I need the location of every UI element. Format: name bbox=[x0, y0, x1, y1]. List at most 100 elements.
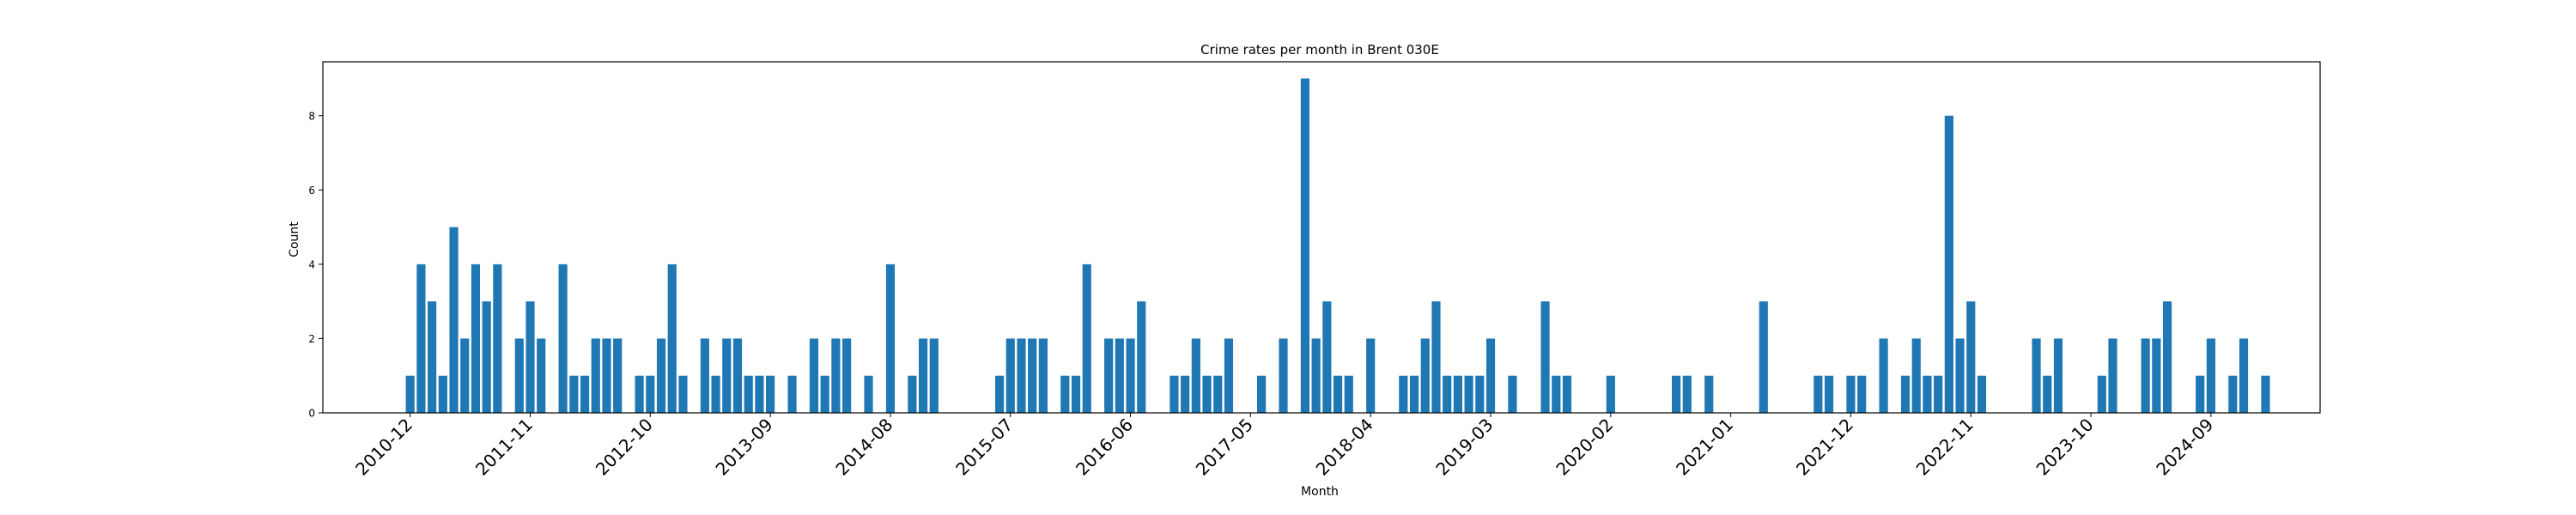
x-tick-label-2023-10: 2023-10 bbox=[2032, 415, 2098, 480]
x-tick-label-2014-08: 2014-08 bbox=[831, 415, 896, 480]
bar-2013-01 bbox=[678, 375, 688, 413]
bar-2018-08 bbox=[1409, 375, 1419, 413]
x-tick-label-2011-11: 2011-11 bbox=[471, 415, 537, 480]
x-tick-label-2018-04: 2018-04 bbox=[1312, 415, 1377, 480]
bar-2014-12 bbox=[929, 338, 939, 413]
x-tick-label-2015-07: 2015-07 bbox=[951, 415, 1017, 480]
bar-2011-12 bbox=[537, 338, 546, 413]
bar-2017-12 bbox=[1322, 301, 1332, 413]
bar-2015-06 bbox=[994, 375, 1005, 413]
bar-2019-02 bbox=[1475, 375, 1485, 413]
bar-2023-06 bbox=[2043, 375, 2052, 413]
bar-2022-06 bbox=[1911, 338, 1921, 413]
bar-2013-11 bbox=[787, 375, 797, 413]
bar-2013-08 bbox=[755, 375, 764, 413]
y-tick-label-4: 4 bbox=[308, 258, 315, 270]
bar-2020-09 bbox=[1682, 375, 1692, 413]
bar-2017-02 bbox=[1213, 375, 1223, 413]
bar-2021-09 bbox=[1814, 375, 1823, 413]
bar-2014-08 bbox=[885, 264, 896, 413]
bar-2012-09 bbox=[635, 375, 644, 413]
x-tick-label-2017-05: 2017-05 bbox=[1192, 415, 1257, 480]
plot-frame bbox=[322, 61, 2321, 414]
bar-2011-04 bbox=[449, 227, 459, 413]
y-tick-label-0: 0 bbox=[308, 408, 315, 420]
bar-2024-11 bbox=[2228, 375, 2238, 413]
bar-2018-02 bbox=[1344, 375, 1353, 413]
bar-2013-04 bbox=[711, 375, 720, 413]
chart-title: Crime rates per month in Brent 030E bbox=[1200, 42, 1439, 58]
bar-2015-09 bbox=[1028, 338, 1037, 413]
y-tick-label-8: 8 bbox=[308, 110, 315, 122]
bar-2021-12 bbox=[1846, 375, 1856, 413]
bar-2011-05 bbox=[460, 338, 470, 413]
bar-2014-03 bbox=[831, 338, 841, 413]
bar-2024-12 bbox=[2239, 338, 2249, 413]
y-tick-label-2: 2 bbox=[308, 333, 315, 345]
bar-2011-10 bbox=[514, 338, 524, 413]
x-tick-label-2019-03: 2019-03 bbox=[1431, 415, 1497, 480]
bar-2016-04 bbox=[1104, 338, 1114, 413]
bar-2014-11 bbox=[918, 338, 928, 413]
bar-2012-10 bbox=[646, 375, 655, 413]
bar-2023-07 bbox=[2053, 338, 2063, 413]
x-tick-label-2013-09: 2013-09 bbox=[712, 415, 777, 480]
bar-2022-11 bbox=[1966, 301, 1976, 413]
bar-2012-05 bbox=[591, 338, 600, 413]
bar-2022-05 bbox=[1900, 375, 1911, 413]
x-tick-label-2021-01: 2021-01 bbox=[1672, 415, 1737, 480]
x-tick-label-2024-09: 2024-09 bbox=[2152, 415, 2217, 480]
bar-2022-07 bbox=[1923, 375, 1932, 413]
bar-2024-09 bbox=[2206, 338, 2215, 413]
x-tick-label-2016-06: 2016-06 bbox=[1072, 415, 1137, 480]
bar-2015-12 bbox=[1060, 375, 1070, 413]
x-tick-label-2012-10: 2012-10 bbox=[592, 415, 657, 480]
bar-2015-07 bbox=[1005, 338, 1015, 413]
bar-2016-11 bbox=[1181, 375, 1190, 413]
bar-2016-07 bbox=[1137, 301, 1146, 413]
bar-2022-12 bbox=[1977, 375, 1987, 413]
bar-2022-01 bbox=[1857, 375, 1867, 413]
bar-2017-03 bbox=[1224, 338, 1234, 413]
bar-2017-11 bbox=[1311, 338, 1321, 413]
bar-2012-04 bbox=[580, 375, 590, 413]
bar-2024-04 bbox=[2152, 338, 2161, 413]
bar-2018-09 bbox=[1420, 338, 1430, 413]
bar-2011-01 bbox=[416, 264, 426, 413]
bar-2017-01 bbox=[1202, 375, 1212, 413]
x-tick-label-2020-02: 2020-02 bbox=[1552, 415, 1617, 480]
x-axis-label: Month bbox=[1301, 485, 1339, 499]
bar-2011-02 bbox=[428, 301, 437, 413]
bar-2024-03 bbox=[2141, 338, 2150, 413]
bar-2013-09 bbox=[766, 375, 775, 413]
bar-2016-01 bbox=[1071, 375, 1081, 413]
bar-2019-09 bbox=[1552, 375, 1561, 413]
bar-2016-10 bbox=[1170, 375, 1179, 413]
bar-2022-03 bbox=[1879, 338, 1888, 413]
bar-2016-06 bbox=[1126, 338, 1135, 413]
bar-2010-12 bbox=[405, 375, 415, 413]
bar-2014-06 bbox=[864, 375, 873, 413]
bar-2022-10 bbox=[1955, 338, 1965, 413]
bar-2017-10 bbox=[1300, 78, 1310, 413]
y-axis-label: Count bbox=[288, 221, 301, 258]
bar-2012-06 bbox=[602, 338, 611, 413]
bar-2012-12 bbox=[667, 264, 677, 413]
bar-2012-11 bbox=[656, 338, 666, 413]
bar-2013-07 bbox=[744, 375, 753, 413]
bar-2022-08 bbox=[1934, 375, 1943, 413]
bar-2013-06 bbox=[732, 338, 743, 413]
bar-2020-08 bbox=[1672, 375, 1681, 413]
bar-2018-12 bbox=[1453, 375, 1462, 413]
bar-2018-11 bbox=[1443, 375, 1452, 413]
bar-2019-03 bbox=[1485, 338, 1496, 413]
bar-2021-04 bbox=[1759, 301, 1768, 413]
bar-2023-12 bbox=[2108, 338, 2117, 413]
bar-2013-05 bbox=[722, 338, 732, 413]
bar-2015-10 bbox=[1038, 338, 1048, 413]
bar-2016-02 bbox=[1082, 264, 1091, 413]
bar-2018-04 bbox=[1366, 338, 1376, 413]
bar-2019-05 bbox=[1508, 375, 1517, 413]
bar-2011-07 bbox=[482, 301, 491, 413]
